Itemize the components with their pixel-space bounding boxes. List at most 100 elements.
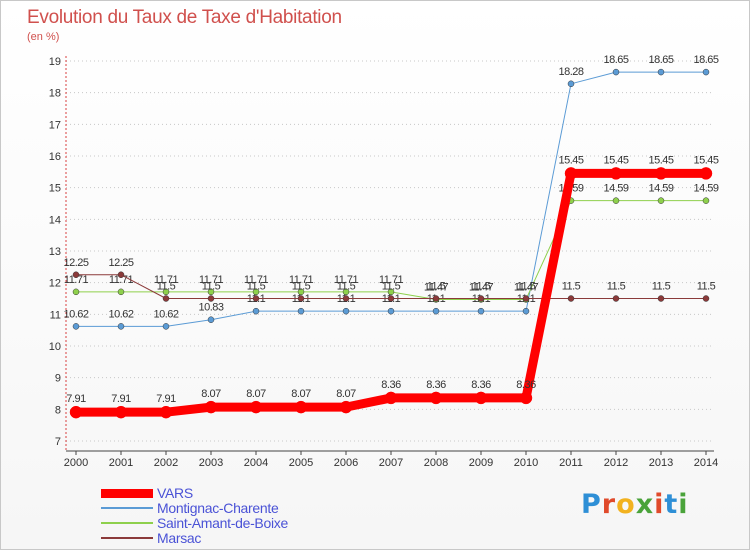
data-point-montignac-charente [432,307,440,315]
legend-item-saint-amant-de-boixe: Saint-Amant-de-Boixe [101,515,361,531]
logo-letter: i [654,489,665,520]
y-tick-label: 17 [49,119,61,131]
x-tick-label: 2000 [64,457,88,469]
data-label-marsac: 11.5 [292,281,311,293]
data-point-montignac-charente [657,68,665,76]
data-label-saint-amant-de-boixe: 11.71 [244,274,269,286]
chart-title: Evolution du Taux de Taxe d'Habitation [27,7,342,28]
data-label-saint-amant-de-boixe: 14.59 [603,183,628,195]
data-label-saint-amant-de-boixe: 14.59 [648,183,673,195]
data-point-vars [159,405,173,419]
data-label-montignac-charente: 10.83 [198,302,223,314]
y-tick-label: 16 [49,151,61,163]
data-label-marsac: 11.5 [427,281,446,293]
data-point-vars [294,400,308,414]
data-point-vars [339,400,353,414]
data-point-marsac [522,295,530,302]
data-point-montignac-charente [72,323,80,330]
data-label-marsac: 11.5 [562,281,581,293]
data-point-montignac-charente [612,68,620,76]
data-label-saint-amant-de-boixe: 11.71 [109,274,134,286]
logo-letter: t [664,489,679,520]
data-point-marsac [342,295,350,302]
data-label-marsac: 11.5 [157,281,176,293]
data-label-saint-amant-de-boixe: 11.71 [64,274,89,286]
data-point-montignac-charente [297,307,305,315]
data-point-vars [654,167,668,180]
x-tick-label: 2013 [649,457,673,469]
data-label-saint-amant-de-boixe: 11.47 [469,281,494,293]
x-tick-label: 2008 [424,457,448,469]
data-point-vars [429,391,443,405]
legend-label: Montignac-Charente [157,500,279,516]
data-label-montignac-charente: 18.65 [603,54,628,66]
logo-letter: r [601,489,617,520]
x-tick-label: 2011 [559,457,583,469]
data-point-saint-amant-de-boixe [252,288,260,296]
x-tick-label: 2009 [469,457,493,469]
data-point-montignac-charente [117,323,125,330]
legend-swatch [101,507,153,509]
y-tick-label: 19 [49,56,61,68]
y-tick-label: 18 [49,88,61,100]
x-tick-label: 2005 [289,457,313,469]
y-tick-label: 15 [49,183,61,195]
data-point-marsac [117,271,125,278]
data-label-marsac: 11.5 [247,281,266,293]
data-label-marsac: 11.5 [697,281,716,293]
y-tick-label: 8 [55,404,61,416]
data-point-vars [69,405,83,419]
y-tick-label: 12 [49,278,61,290]
data-point-montignac-charente [252,307,260,315]
data-label-montignac-charente: 18.65 [648,54,673,66]
legend-swatch [101,488,153,498]
data-point-marsac [72,271,80,278]
data-point-marsac [657,295,665,302]
data-point-marsac [252,295,260,302]
legend-label: Saint-Amant-de-Boixe [157,515,288,531]
data-label-marsac: 11.5 [472,281,491,293]
data-label-saint-amant-de-boixe: 11.71 [289,274,314,286]
data-point-saint-amant-de-boixe [117,288,125,296]
data-label-montignac-charente: 10.62 [153,308,178,320]
data-point-saint-amant-de-boixe [162,288,170,296]
x-tick-label: 2001 [109,457,133,469]
y-tick-label: 13 [49,246,61,258]
data-label-vars: 15.45 [693,154,718,166]
data-label-vars: 15.45 [603,154,628,166]
data-label-vars: 7.91 [111,393,131,405]
data-point-vars [384,391,398,405]
data-point-montignac-charente [702,68,710,76]
data-point-vars [474,391,488,405]
data-point-montignac-charente [162,323,170,330]
data-point-saint-amant-de-boixe [612,197,620,204]
data-label-saint-amant-de-boixe: 11.47 [424,281,449,293]
y-tick-label: 9 [55,373,61,385]
x-tick-label: 2012 [604,457,628,469]
data-point-saint-amant-de-boixe [702,197,710,204]
data-label-marsac: 11.5 [202,281,221,293]
logo-letter: o [616,489,636,520]
data-label-vars: 8.36 [426,379,446,391]
data-point-marsac [567,295,575,302]
data-point-saint-amant-de-boixe [297,288,305,296]
y-tick-label: 11 [50,309,61,321]
data-label-montignac-charente: 18.65 [693,54,718,66]
data-label-vars: 8.36 [381,379,401,391]
data-point-vars [699,167,713,180]
data-label-marsac: 11.5 [382,281,401,293]
data-label-saint-amant-de-boixe: 14.59 [693,183,718,195]
data-label-vars: 8.07 [291,388,311,400]
data-label-saint-amant-de-boixe: 11.71 [199,274,224,286]
y-tick-label: 14 [49,214,61,226]
data-label-marsac: 11.5 [652,281,671,293]
logo-letter: i [678,489,689,520]
x-tick-label: 2002 [154,457,178,469]
data-point-saint-amant-de-boixe [657,197,665,204]
data-point-marsac [387,295,395,302]
legend-item-montignac-charente: Montignac-Charente [101,500,361,516]
proxiti-logo: Proxiti [581,489,689,520]
data-point-vars [249,400,263,414]
x-tick-label: 2004 [244,457,268,469]
